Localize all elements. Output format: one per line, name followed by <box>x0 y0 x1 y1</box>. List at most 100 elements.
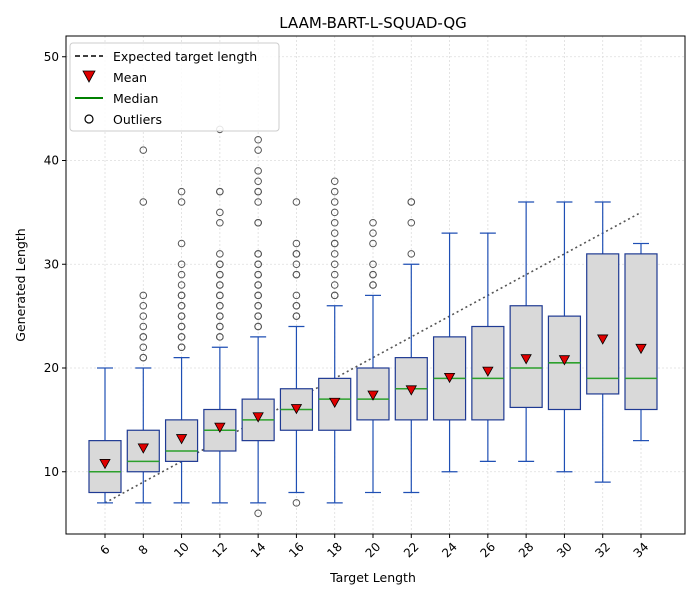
outlier-point <box>292 239 301 248</box>
box-group-10 <box>164 187 199 504</box>
mean-marker <box>558 355 571 366</box>
y-tick-label: 40 <box>44 154 59 168</box>
mean-marker <box>635 343 647 355</box>
mean-marker <box>482 366 494 377</box>
outlier-point <box>216 291 224 300</box>
mean-marker <box>137 443 149 454</box>
outlier-point <box>292 499 301 507</box>
box-group-8 <box>126 146 160 504</box>
outlier-point <box>369 270 377 279</box>
legend: Expected target length Mean Median Outli… <box>69 42 280 132</box>
outlier-point <box>330 229 339 237</box>
outlier-point <box>292 260 301 269</box>
outlier-point <box>139 146 148 154</box>
outlier-point <box>254 312 262 320</box>
outlier-point <box>369 229 377 237</box>
outlier-point <box>139 343 148 352</box>
outlier-point <box>139 353 148 362</box>
outlier-point <box>254 301 262 310</box>
outlier-point <box>254 218 262 227</box>
outlier-point <box>330 177 339 186</box>
outlier-point <box>369 281 377 289</box>
outlier-point <box>216 281 224 289</box>
outlier-point <box>369 239 377 248</box>
outlier-point <box>216 250 224 258</box>
box-group-22 <box>394 198 428 494</box>
mean-marker <box>520 354 532 365</box>
outlier-point <box>139 333 148 341</box>
box-group-28 <box>509 201 543 462</box>
legend-mean-marker <box>82 70 96 83</box>
box-group-32 <box>586 201 620 483</box>
outlier-point <box>407 218 416 227</box>
outlier-point <box>330 260 339 269</box>
outlier-point <box>216 301 224 310</box>
box-iqr <box>586 253 620 395</box>
mean-marker <box>175 434 188 445</box>
outlier-point <box>177 291 186 300</box>
box-group-16 <box>279 198 314 507</box>
outlier-point <box>407 198 416 206</box>
outlier-point <box>369 260 377 269</box>
y-axis-label: Generated Length <box>13 228 28 341</box>
legend-median-label: Median <box>113 91 158 106</box>
box-group-30 <box>547 201 582 473</box>
outlier-point <box>292 301 301 310</box>
outlier-point <box>330 281 339 289</box>
outlier-point <box>216 333 224 341</box>
outlier-point <box>177 343 186 352</box>
outlier-point <box>292 312 301 320</box>
box-group-34 <box>624 242 658 442</box>
outlier-point <box>369 218 377 227</box>
outlier-point <box>254 146 262 154</box>
outlier-point <box>177 281 186 289</box>
boxes-layer <box>88 125 658 518</box>
outlier-point <box>292 198 301 206</box>
outlier-point <box>177 333 186 341</box>
outlier-point <box>254 167 262 175</box>
y-tick-label: 50 <box>44 50 59 64</box>
outlier-point <box>254 177 262 186</box>
mean-marker <box>329 397 341 409</box>
outlier-point <box>330 208 339 217</box>
mean-marker <box>597 334 609 345</box>
box-iqr <box>624 253 658 411</box>
outlier-point <box>216 312 224 320</box>
outlier-point <box>177 239 186 248</box>
outlier-point <box>216 208 224 217</box>
outlier-point <box>139 322 148 331</box>
box-group-12 <box>203 125 237 504</box>
outlier-point <box>139 312 148 320</box>
y-tick-label: 10 <box>44 465 59 479</box>
outlier-point <box>216 322 224 331</box>
outlier-point <box>330 250 339 258</box>
mean-marker <box>443 372 456 384</box>
outlier-point <box>177 187 186 196</box>
outlier-point <box>216 187 224 196</box>
outlier-point <box>330 218 339 227</box>
mean-marker <box>405 385 417 396</box>
mean-marker <box>367 390 379 401</box>
x-axis-label: Target Length <box>329 570 416 585</box>
outlier-point <box>254 270 262 279</box>
outlier-point <box>330 239 339 248</box>
mean-marker <box>290 404 303 415</box>
outlier-point <box>330 270 339 279</box>
box-group-18 <box>318 177 352 504</box>
outlier-point <box>407 250 416 258</box>
outlier-point <box>292 270 301 279</box>
outlier-point <box>292 291 301 300</box>
mean-marker <box>214 422 226 433</box>
outlier-point <box>330 198 339 206</box>
legend-outliers-label: Outliers <box>113 112 162 127</box>
outlier-point <box>216 218 224 227</box>
box-group-14 <box>241 135 275 518</box>
y-tick-label: 30 <box>44 257 59 271</box>
outlier-point <box>330 187 339 196</box>
chart-title: LAAM-BART-L-SQUAD-QG <box>279 14 467 32</box>
legend-mean-label: Mean <box>113 70 147 85</box>
outlier-point <box>139 198 148 206</box>
outlier-point <box>254 322 262 331</box>
outlier-point <box>254 509 262 518</box>
